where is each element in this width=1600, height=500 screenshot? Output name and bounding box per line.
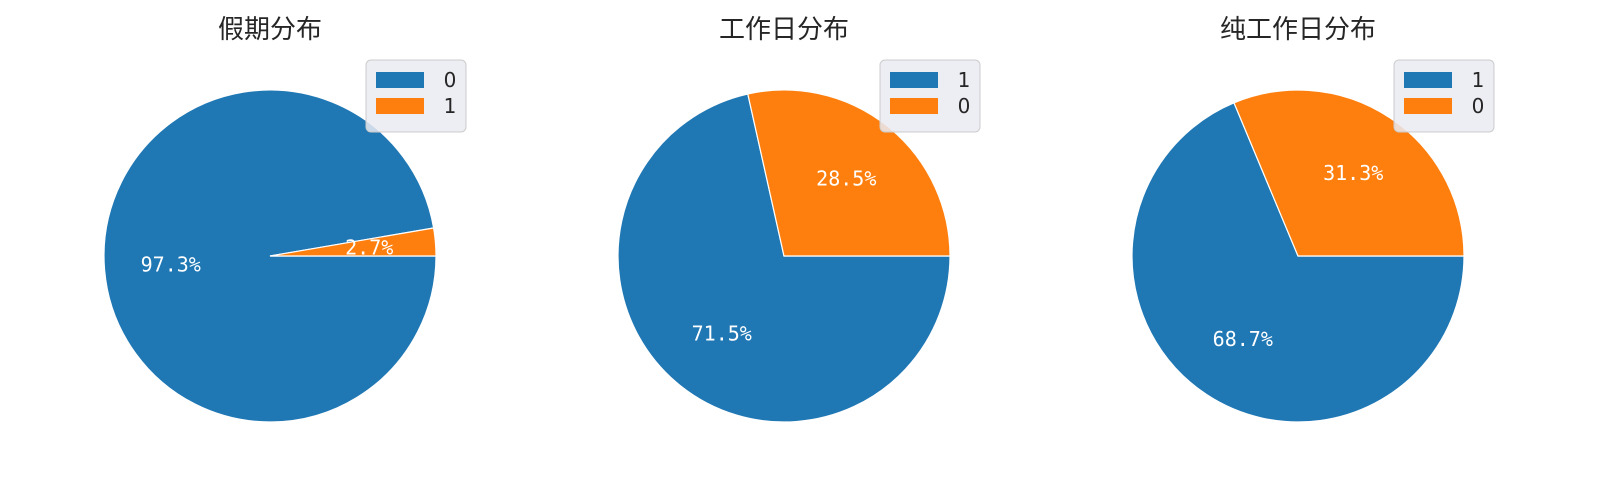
slice-value-label: 71.5%: [692, 322, 752, 346]
chart-title: 假期分布: [218, 15, 322, 45]
slice-value-label: 31.3%: [1323, 161, 1383, 185]
legend-swatch: [1404, 98, 1452, 114]
legend: 10: [879, 59, 981, 133]
slice-value-label: 28.5%: [816, 166, 876, 190]
legend: 10: [1393, 59, 1495, 133]
pie-slice-1: [269, 227, 437, 257]
chart-title: 纯工作日分布: [1220, 15, 1376, 45]
pie-chart-2: 工作日分布 71.5% 28.5% 10: [617, 15, 981, 423]
slice-value-label: 97.3%: [141, 252, 201, 276]
legend-label: 1: [958, 68, 971, 92]
legend-swatch: [890, 72, 938, 88]
legend-label: 0: [958, 94, 971, 118]
legend-swatch: [376, 72, 424, 88]
chart-title: 工作日分布: [719, 15, 849, 45]
legend-swatch: [1404, 72, 1452, 88]
pie-chart-1: 假期分布 97.3% 2.7% 01: [103, 15, 467, 423]
legend-swatch: [890, 98, 938, 114]
legend-swatch: [376, 98, 424, 114]
legend-label: 0: [1472, 94, 1485, 118]
pie-chart-3: 纯工作日分布 68.7% 31.3% 10: [1131, 15, 1495, 423]
slice-value-label: 68.7%: [1213, 327, 1273, 351]
pie-slice-1: [617, 93, 951, 423]
slice-value-label: 2.7%: [345, 236, 393, 260]
legend: 01: [365, 59, 467, 133]
legend-label: 0: [444, 68, 457, 92]
legend-label: 1: [1472, 68, 1485, 92]
legend-label: 1: [444, 94, 457, 118]
pie-slice-1: [1131, 102, 1465, 423]
